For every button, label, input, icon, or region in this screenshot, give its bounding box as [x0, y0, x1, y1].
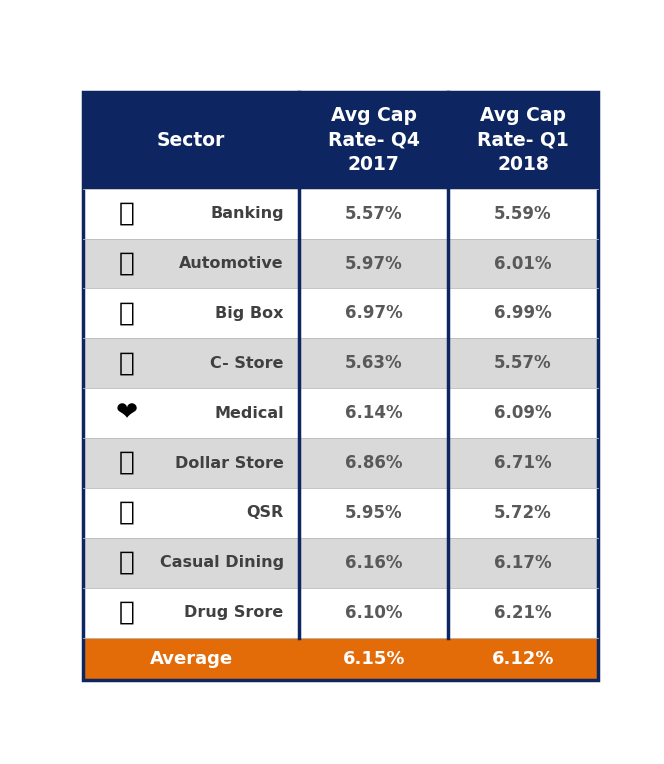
- Text: 5.63%: 5.63%: [345, 354, 402, 372]
- Text: 6.86%: 6.86%: [345, 454, 402, 472]
- FancyBboxPatch shape: [83, 92, 299, 189]
- Text: 🚗: 🚗: [119, 251, 135, 277]
- Text: 6.12%: 6.12%: [492, 649, 554, 668]
- Text: Banking: Banking: [210, 206, 284, 222]
- Text: 6.10%: 6.10%: [345, 604, 402, 622]
- FancyBboxPatch shape: [83, 338, 299, 388]
- FancyBboxPatch shape: [448, 189, 598, 238]
- Text: 🍽: 🍽: [119, 550, 135, 576]
- FancyBboxPatch shape: [448, 289, 598, 338]
- FancyBboxPatch shape: [448, 238, 598, 289]
- Text: Dollar Store: Dollar Store: [175, 455, 284, 471]
- Text: Avg Cap
Rate- Q4
2017: Avg Cap Rate- Q4 2017: [328, 106, 420, 174]
- Text: Big Box: Big Box: [215, 306, 284, 321]
- Text: Average: Average: [149, 649, 232, 668]
- FancyBboxPatch shape: [299, 189, 448, 238]
- Text: 5.95%: 5.95%: [345, 504, 402, 522]
- FancyBboxPatch shape: [299, 588, 448, 638]
- Text: 6.09%: 6.09%: [494, 404, 552, 422]
- FancyBboxPatch shape: [299, 538, 448, 588]
- Text: C- Store: C- Store: [210, 356, 284, 371]
- Text: 🏪: 🏪: [119, 600, 135, 626]
- Text: 5.97%: 5.97%: [345, 254, 402, 273]
- FancyBboxPatch shape: [83, 238, 299, 289]
- FancyBboxPatch shape: [448, 438, 598, 488]
- Text: 6.16%: 6.16%: [345, 554, 402, 571]
- Text: 🍔: 🍔: [119, 500, 135, 526]
- FancyBboxPatch shape: [448, 92, 598, 189]
- Text: 🏷: 🏷: [119, 450, 135, 476]
- FancyBboxPatch shape: [299, 488, 448, 538]
- FancyBboxPatch shape: [83, 388, 299, 438]
- FancyBboxPatch shape: [448, 538, 598, 588]
- Text: 6.17%: 6.17%: [494, 554, 552, 571]
- FancyBboxPatch shape: [83, 638, 299, 680]
- Text: QSR: QSR: [246, 506, 284, 520]
- Text: Casual Dining: Casual Dining: [159, 555, 284, 570]
- FancyBboxPatch shape: [448, 638, 598, 680]
- FancyBboxPatch shape: [448, 488, 598, 538]
- Text: ⛽: ⛽: [119, 351, 135, 377]
- FancyBboxPatch shape: [83, 488, 299, 538]
- FancyBboxPatch shape: [448, 338, 598, 388]
- FancyBboxPatch shape: [299, 338, 448, 388]
- Text: 6.71%: 6.71%: [494, 454, 552, 472]
- Text: 5.59%: 5.59%: [494, 205, 552, 222]
- FancyBboxPatch shape: [299, 92, 448, 189]
- Text: Medical: Medical: [214, 406, 284, 421]
- FancyBboxPatch shape: [448, 388, 598, 438]
- FancyBboxPatch shape: [83, 538, 299, 588]
- Text: Sector: Sector: [157, 131, 225, 150]
- FancyBboxPatch shape: [83, 588, 299, 638]
- Text: 6.15%: 6.15%: [343, 649, 405, 668]
- FancyBboxPatch shape: [299, 388, 448, 438]
- Text: 6.14%: 6.14%: [345, 404, 402, 422]
- FancyBboxPatch shape: [299, 238, 448, 289]
- Text: 5.57%: 5.57%: [345, 205, 402, 222]
- FancyBboxPatch shape: [83, 438, 299, 488]
- Text: 6.01%: 6.01%: [494, 254, 552, 273]
- FancyBboxPatch shape: [448, 588, 598, 638]
- Text: Drug Srore: Drug Srore: [185, 605, 284, 620]
- Text: 6.21%: 6.21%: [494, 604, 552, 622]
- Text: 🏦: 🏦: [119, 201, 135, 227]
- Text: 5.57%: 5.57%: [494, 354, 552, 372]
- Text: Avg Cap
Rate- Q1
2018: Avg Cap Rate- Q1 2018: [477, 106, 569, 174]
- Text: 6.97%: 6.97%: [345, 304, 402, 322]
- FancyBboxPatch shape: [299, 289, 448, 338]
- FancyBboxPatch shape: [83, 289, 299, 338]
- Text: 5.72%: 5.72%: [494, 504, 552, 522]
- FancyBboxPatch shape: [299, 638, 448, 680]
- Text: Automotive: Automotive: [179, 256, 284, 271]
- Text: 🏬: 🏬: [119, 300, 135, 326]
- FancyBboxPatch shape: [83, 189, 299, 238]
- Text: ❤: ❤: [116, 400, 138, 426]
- FancyBboxPatch shape: [299, 438, 448, 488]
- Text: 6.99%: 6.99%: [494, 304, 552, 322]
